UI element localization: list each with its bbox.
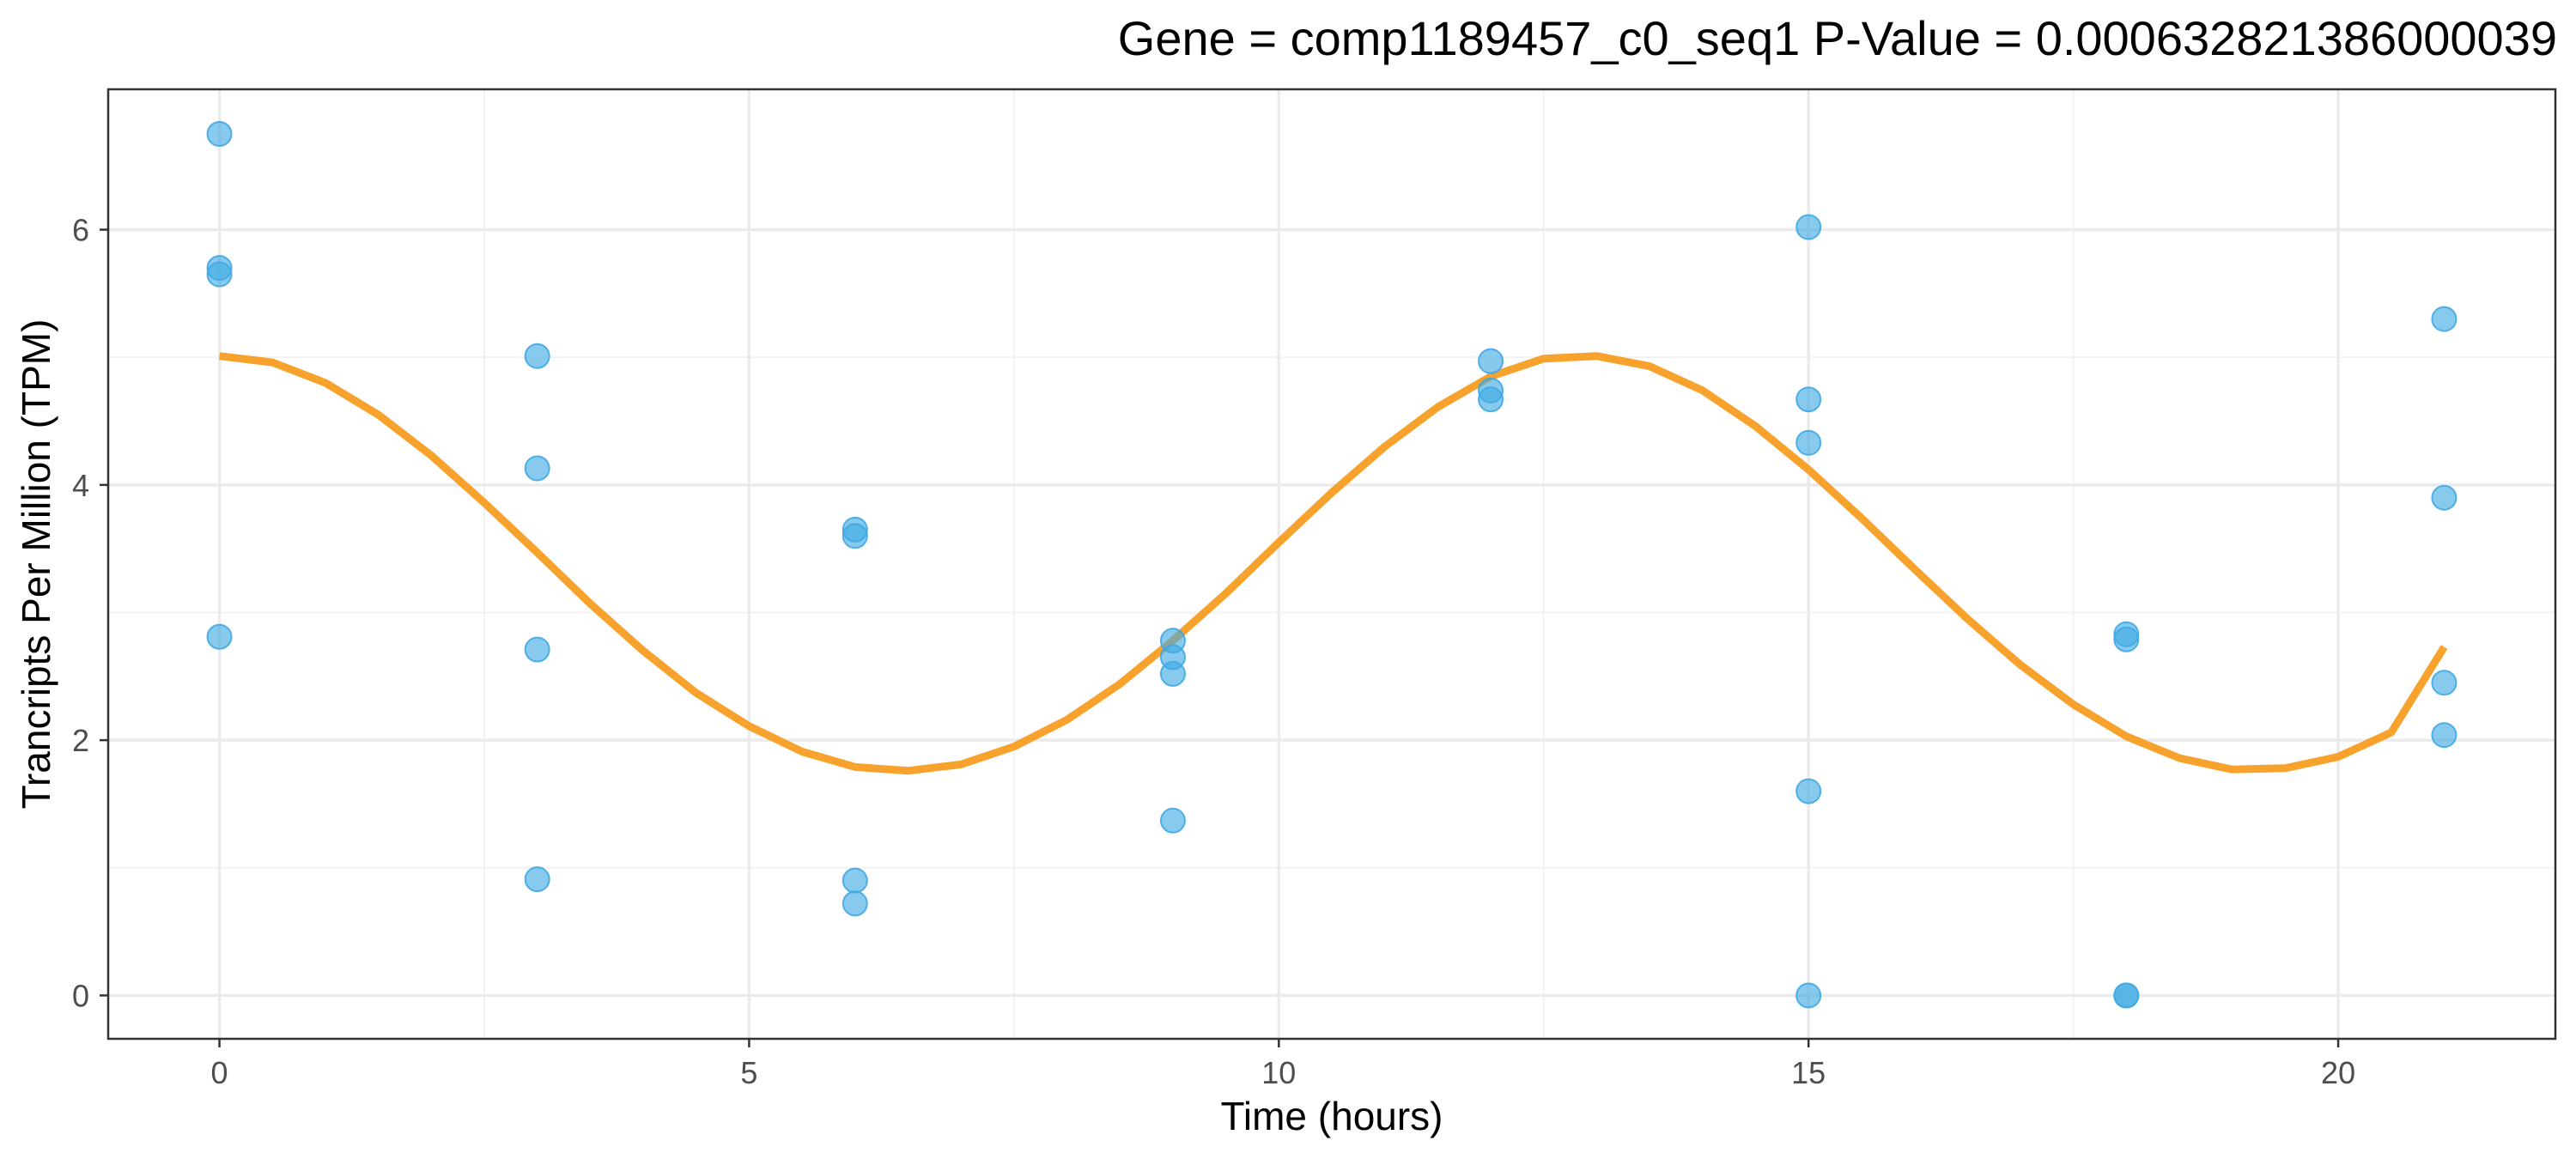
x-tick-label: 10 (1261, 1055, 1296, 1090)
data-point (841, 867, 868, 894)
y-tick-label: 6 (72, 213, 89, 248)
data-point (206, 121, 233, 148)
data-point (1795, 982, 1822, 1009)
y-tick-label: 4 (72, 468, 89, 503)
data-point (2431, 484, 2458, 511)
data-point (2431, 306, 2458, 332)
data-point (2113, 626, 2140, 652)
chart-title: Gene = comp1189457_c0_seq1 P-Value = 0.0… (1118, 11, 2557, 65)
x-tick-label: 15 (1791, 1055, 1826, 1090)
data-point (1795, 214, 1822, 240)
data-point (1795, 778, 1822, 804)
y-axis-title: Trancripts Per Million (TPM) (14, 319, 58, 810)
data-point (1478, 348, 1504, 374)
data-point (524, 455, 550, 482)
data-point (1159, 807, 1186, 834)
plot-area: 0 5 10 15 20 0 2 4 6 (72, 88, 2557, 1090)
x-axis-title: Time (hours) (1221, 1094, 1443, 1138)
x-tick-label: 0 (211, 1055, 228, 1090)
y-tick-label: 0 (72, 978, 89, 1013)
data-point (524, 636, 550, 663)
data-point (524, 343, 550, 369)
data-point (2113, 982, 2140, 1009)
data-point (206, 261, 233, 288)
plot-panel-border (106, 88, 2557, 1041)
data-point (2431, 670, 2458, 696)
data-point (1159, 660, 1186, 687)
data-point (841, 890, 868, 917)
fitted-curve (218, 352, 2448, 775)
data-point (1795, 386, 1822, 413)
x-tick-label: 5 (740, 1055, 757, 1090)
data-point (206, 623, 233, 650)
data-point (524, 866, 550, 893)
data-point (1478, 386, 1504, 413)
x-tick-label: 20 (2321, 1055, 2355, 1090)
data-point (841, 523, 868, 549)
data-point (2431, 722, 2458, 749)
data-point (1795, 429, 1822, 456)
y-tick-label: 2 (72, 723, 89, 758)
plot-panel-background (108, 89, 2555, 1039)
